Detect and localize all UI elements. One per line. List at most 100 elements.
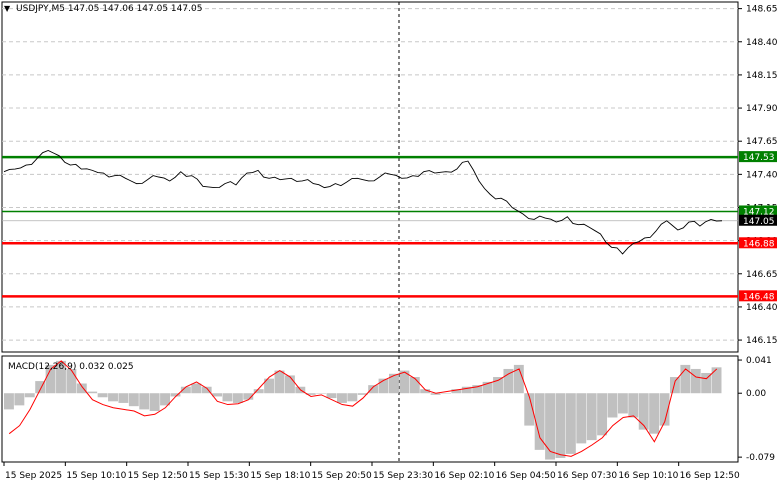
macd-bar: [711, 367, 722, 394]
x-tick-label: 15 Sep 12:50: [128, 471, 188, 481]
macd-bar: [357, 393, 368, 395]
time-axis: 15 Sep 2025 15 Sep 10:10 15 Sep 12:50 15 Se…: [3, 462, 740, 481]
macd-bar: [555, 393, 566, 458]
y-tick-label: 148.65: [746, 5, 778, 15]
macd-bar: [66, 368, 77, 394]
x-tick-label: 15 Sep 2025: [5, 471, 62, 481]
macd-bar: [191, 383, 202, 394]
current-price-box: [739, 214, 777, 226]
macd-bar: [524, 393, 535, 426]
macd-bar: [170, 393, 181, 397]
level-label: 146.88: [743, 239, 775, 249]
macd-y-tick-label: 0.00: [746, 389, 766, 399]
price-axis: 148.65148.40148.15147.90147.65147.40147.…: [738, 5, 778, 463]
y-tick-label: 146.65: [746, 270, 778, 280]
macd-bar: [201, 386, 212, 394]
macd-bar: [108, 393, 118, 402]
macd-bar: [389, 373, 399, 394]
macd-bar: [451, 389, 462, 394]
level-label: 146.48: [743, 292, 775, 302]
price-series: [3, 149, 723, 255]
level-lines[interactable]: [2, 155, 738, 298]
macd-bar: [316, 393, 327, 394]
macd-bar: [97, 393, 108, 398]
macd-bar: [680, 364, 691, 394]
macd-bar: [87, 391, 98, 394]
ohlc-values: 147.05 147.06 147.05 147.05: [67, 4, 203, 14]
symbol-label: USDJPY,M5: [16, 4, 65, 14]
y-tick-label: 148.40: [746, 38, 778, 48]
x-tick-label: 15 Sep 10:10: [66, 471, 126, 481]
y-tick-label: 146.15: [746, 336, 778, 346]
macd-label: MACD(12,26,9): [8, 362, 77, 372]
macd-bar: [264, 378, 275, 394]
macd-bar: [586, 393, 597, 441]
macd-header: MACD(12,26,9) 0.032 0.025: [8, 362, 134, 372]
macd-bar: [597, 393, 608, 436]
macd-bar: [243, 393, 254, 400]
macd-bar: [35, 381, 46, 394]
current-price-label: 147.05: [743, 217, 775, 227]
macd-bar: [482, 381, 493, 394]
macd-bar: [576, 393, 587, 444]
x-tick-label: 15 Sep 15:30: [189, 471, 249, 481]
price-panel-border: [1, 1, 739, 353]
macd-bar: [441, 393, 451, 394]
macd-bar: [14, 393, 25, 406]
macd-bar: [180, 386, 191, 394]
macd-bar: [503, 368, 514, 394]
x-tick-label: 16 Sep 12:50: [680, 471, 740, 481]
level-label: 147.53: [743, 153, 775, 163]
macd-bar: [274, 370, 285, 394]
price-grid: [2, 2, 738, 462]
macd-bar: [701, 372, 712, 394]
level-label-box: [739, 151, 777, 163]
macd-bar: [409, 377, 420, 394]
macd-bar: [617, 393, 628, 414]
macd-bar: [284, 375, 295, 394]
macd-bar: [628, 393, 639, 418]
dropdown-triangle-icon[interactable]: ▼: [4, 4, 11, 13]
macd-bar: [565, 393, 576, 454]
macd-panel-border: [1, 355, 739, 463]
macd-bar: [690, 368, 701, 394]
macd-y-tick-label: -0.079: [746, 453, 775, 463]
price-line: [3, 149, 723, 255]
x-tick-label: 16 Sep 02:10: [434, 471, 494, 481]
macd-bar: [472, 385, 483, 394]
macd-bar: [118, 393, 129, 403]
x-tick-label: 16 Sep 10:10: [618, 471, 678, 481]
macd-bar: [513, 364, 524, 394]
macd-bar: [128, 393, 139, 407]
macd-bar: [222, 393, 233, 402]
x-tick-label: 15 Sep 18:10: [250, 471, 310, 481]
level-label-box: [739, 290, 777, 302]
level-label-box: [739, 237, 777, 249]
macd-bar: [534, 393, 545, 450]
macd-bar: [336, 393, 347, 403]
macd-bar: [160, 393, 170, 406]
y-tick-label: 147.40: [746, 170, 778, 180]
macd-bar: [399, 370, 410, 394]
macd-bar: [4, 393, 14, 410]
macd-bar: [607, 393, 618, 418]
macd-bar: [45, 364, 56, 394]
macd-bar: [545, 393, 556, 460]
macd-bar: [430, 393, 441, 395]
macd-signal-line: [8, 360, 718, 457]
macd-bar: [232, 393, 243, 403]
macd-bar: [212, 393, 223, 397]
macd-bar: [638, 393, 649, 430]
macd-bar: [659, 393, 670, 426]
macd-bar: [669, 377, 680, 394]
level-labels: 147.53 147.12 146.88 146.48 147.05: [739, 151, 777, 302]
level-label-box: [739, 205, 777, 217]
macd-bar: [461, 386, 472, 394]
y-tick-label: 146.40: [746, 303, 778, 313]
macd-bar: [649, 393, 660, 434]
macd-panel: [4, 360, 722, 460]
x-tick-label: 15 Sep 23:30: [373, 471, 433, 481]
macd-bar: [378, 378, 389, 394]
x-tick-label: 16 Sep 07:30: [557, 471, 617, 481]
